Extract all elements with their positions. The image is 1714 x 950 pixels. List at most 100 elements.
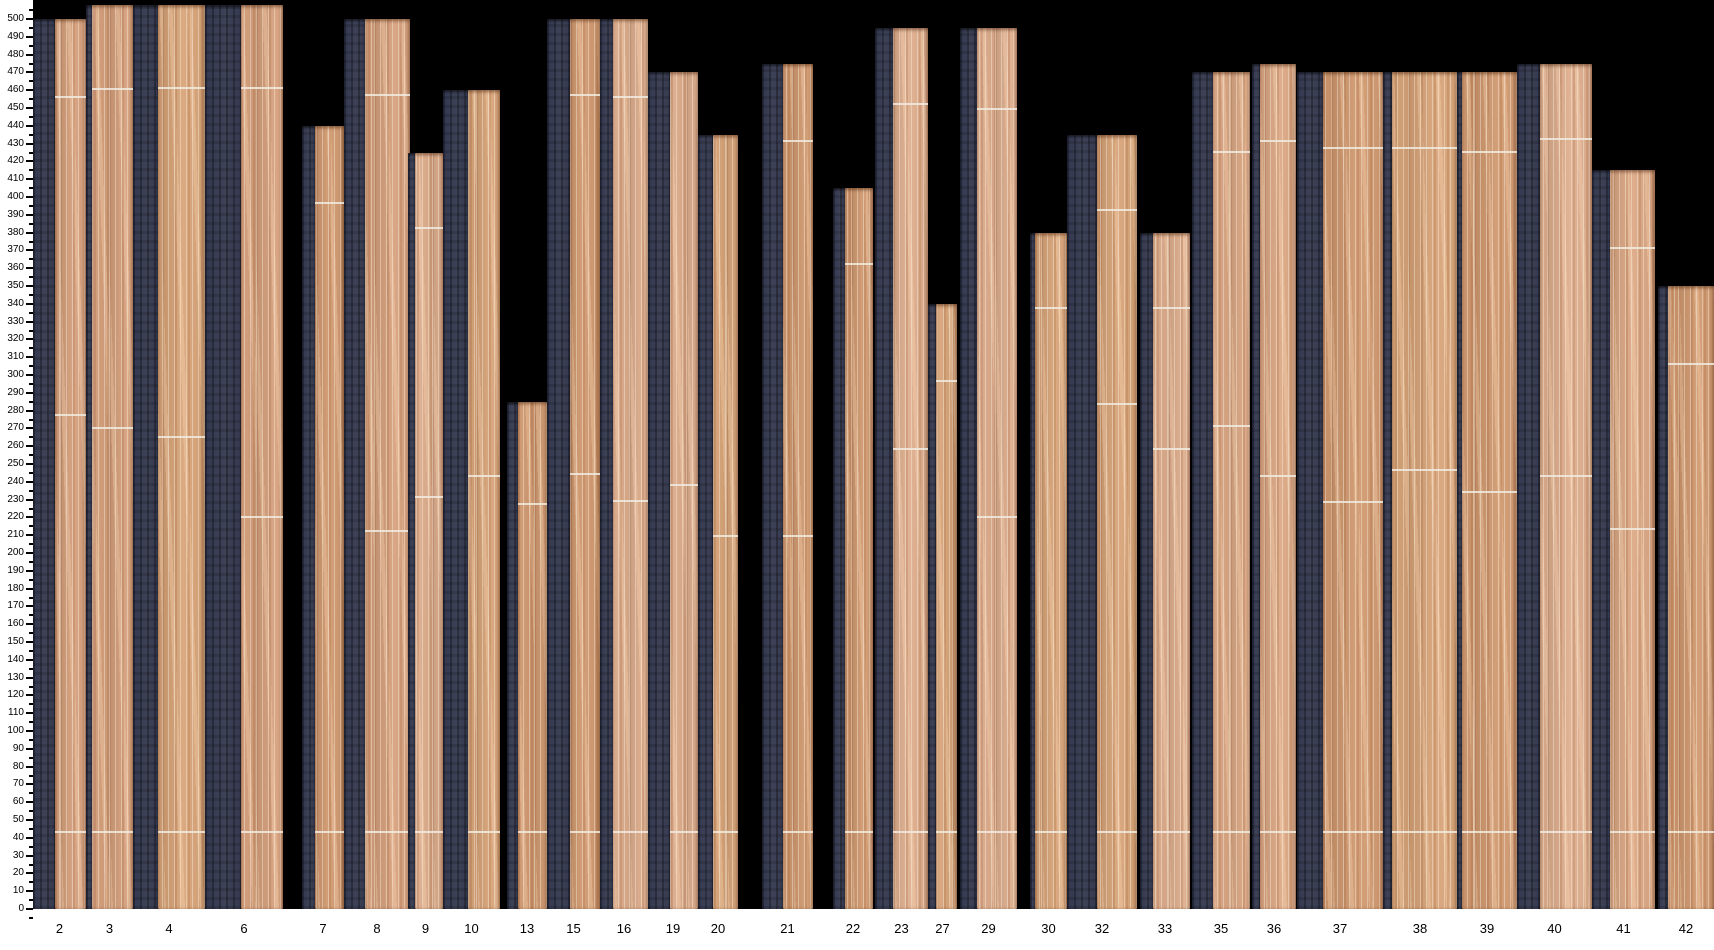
y-axis-major-tick <box>26 160 33 163</box>
sample-number-label: 8 <box>373 921 381 936</box>
core-wood-strip <box>1540 63 1592 909</box>
splice-line <box>783 830 813 833</box>
core-wood-strip <box>570 19 600 909</box>
splice-line <box>570 830 600 833</box>
y-axis-minor-tick <box>29 347 33 350</box>
sample-number-label: 35 <box>1213 921 1229 936</box>
y-axis-tick-label: 340 <box>7 297 24 309</box>
y-axis-major-tick <box>26 409 33 412</box>
core-wood-strip <box>845 188 873 909</box>
splice-line <box>1153 830 1190 833</box>
core-wood-strip <box>1097 134 1137 909</box>
sample-number-label: 30 <box>1041 921 1056 936</box>
sample-number-label: 6 <box>240 921 248 936</box>
y-axis-minor-tick <box>29 471 33 474</box>
y-axis-minor-tick <box>29 863 33 866</box>
splice-line <box>1213 830 1250 833</box>
core-wood-strip <box>613 19 648 909</box>
core-dark-strip <box>1592 170 1610 909</box>
y-axis-minor-tick <box>29 400 33 403</box>
y-axis-major-tick <box>26 552 33 554</box>
y-axis-tick-label: 20 <box>12 867 24 879</box>
sample-number-label: 42 <box>1678 921 1694 936</box>
core-wood-strip <box>936 303 957 909</box>
y-axis-minor-tick <box>29 649 33 652</box>
y-axis-tick-label: 370 <box>7 244 24 256</box>
y-axis-tick-label: 170 <box>7 600 24 612</box>
y-axis-minor-tick <box>29 774 33 777</box>
y-axis-major-tick <box>26 658 33 661</box>
y-axis-minor-tick <box>29 258 33 261</box>
y-axis-minor-tick <box>29 62 33 65</box>
core-dark-strip <box>1517 63 1540 909</box>
splice-line <box>670 830 698 833</box>
core-dark-strip <box>648 72 670 909</box>
y-axis-minor-tick <box>29 115 33 118</box>
core-dark-strip <box>875 27 893 909</box>
y-axis-major-tick <box>26 908 33 910</box>
y-axis-tick-label: 400 <box>7 191 24 202</box>
y-axis-major-tick <box>26 534 33 537</box>
splice-line <box>1035 307 1067 310</box>
core-dark-strip <box>344 19 365 909</box>
sample-number-label: 32 <box>1094 921 1110 936</box>
core-dark-strip <box>507 401 518 909</box>
y-axis-major-tick <box>26 712 33 715</box>
y-axis-tick-label: 180 <box>7 582 24 594</box>
y-axis-minor-tick <box>29 454 33 457</box>
y-axis-minor-tick <box>29 26 33 29</box>
y-axis-major-tick <box>26 498 33 501</box>
core-dark-strip <box>547 19 570 909</box>
splice-line <box>570 472 600 475</box>
y-axis-tick-label: 490 <box>7 30 24 42</box>
splice-line <box>977 515 1017 518</box>
y-axis-major-tick <box>26 783 33 786</box>
splice-line <box>936 830 957 833</box>
core-wood-strip <box>315 125 344 909</box>
splice-line <box>613 830 648 833</box>
splice-line <box>713 535 738 538</box>
core-wood-strip <box>518 401 547 909</box>
splice-line <box>1260 140 1296 143</box>
y-axis-minor-tick <box>29 899 33 902</box>
y-axis-major-tick <box>26 124 33 127</box>
splice-line <box>1392 469 1457 472</box>
splice-line <box>158 86 205 89</box>
y-axis-minor-tick <box>29 169 33 172</box>
sample-number-label: 33 <box>1157 921 1173 936</box>
y-axis-tick-label: 350 <box>7 280 24 291</box>
y-axis-minor-tick <box>29 418 33 421</box>
sample-number-label: 36 <box>1266 921 1282 936</box>
y-axis-tick-label: 380 <box>7 226 24 238</box>
y-axis-minor-tick <box>29 845 33 848</box>
y-axis-minor-tick <box>29 685 33 688</box>
y-axis-major-tick <box>26 730 33 732</box>
y-axis-major-tick <box>26 213 33 216</box>
y-axis-major-tick <box>26 302 33 305</box>
y-axis-minor-tick <box>29 792 33 795</box>
core-wood-strip <box>783 63 813 909</box>
splice-line <box>1153 307 1190 310</box>
core-wood-strip <box>1153 232 1190 909</box>
splice-line <box>518 830 547 833</box>
splice-line <box>713 830 738 833</box>
splice-line <box>241 515 283 518</box>
core-dark-strip <box>133 4 158 909</box>
y-axis-tick-label: 210 <box>7 529 24 541</box>
y-axis-major-tick <box>26 872 33 875</box>
splice-line <box>92 426 133 429</box>
core-wood-strip <box>365 19 410 909</box>
core-wood-strip <box>468 90 500 909</box>
splice-line <box>415 496 443 499</box>
y-axis-major-tick <box>26 338 33 341</box>
splice-line <box>936 380 957 383</box>
splice-line <box>977 107 1017 110</box>
splice-line <box>241 830 283 833</box>
core-wood-strip <box>55 19 86 909</box>
y-axis-major-tick <box>26 427 33 430</box>
y-axis-major-tick <box>26 35 33 38</box>
splice-line <box>845 262 873 265</box>
y-axis-tick-label: 460 <box>7 84 24 96</box>
sample-number-label: 20 <box>710 921 726 936</box>
splice-line <box>55 95 86 98</box>
